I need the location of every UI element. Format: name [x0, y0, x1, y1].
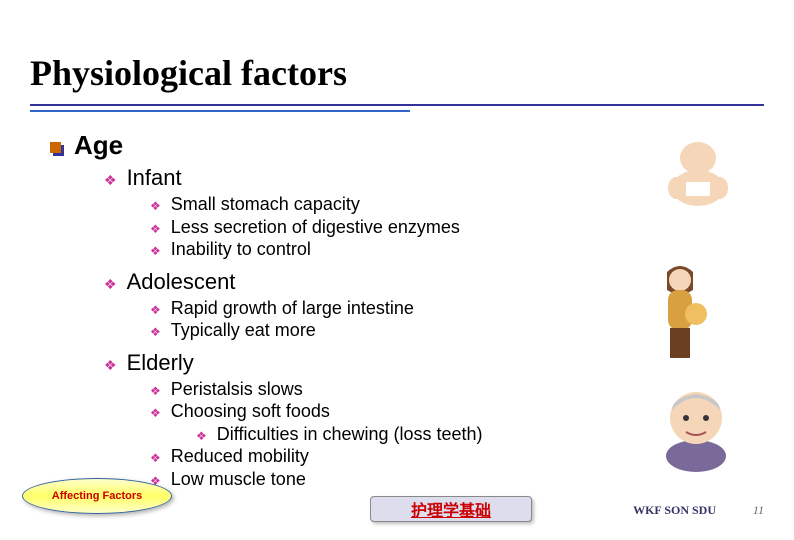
adolescent-icon — [644, 260, 716, 364]
subheading-adolescent-label: Adolescent — [127, 269, 236, 295]
subheading-infant-label: Infant — [127, 165, 182, 191]
diamond-icon: ❖ — [150, 451, 161, 466]
subheading-elderly-label: Elderly — [127, 350, 194, 376]
infant-icon — [652, 132, 744, 210]
diamond-icon: ❖ — [196, 429, 207, 444]
heading-age-label: Age — [74, 130, 123, 161]
divider-accent — [30, 110, 410, 112]
footer-org: WKF SON SDU — [633, 503, 716, 518]
elderly-icon — [656, 380, 736, 472]
footer-button-label: 护理学基础 — [411, 497, 491, 521]
page-number: 11 — [753, 503, 764, 518]
list-item: ❖ Less secretion of digestive enzymes — [150, 216, 750, 239]
diamond-icon: ❖ — [150, 406, 161, 421]
diamond-icon: ❖ — [104, 357, 117, 374]
image-elderly — [656, 380, 736, 472]
image-infant — [652, 132, 744, 210]
diamond-icon: ❖ — [150, 199, 161, 214]
diamond-icon: ❖ — [150, 303, 161, 318]
diamond-icon: ❖ — [150, 244, 161, 259]
diamond-icon: ❖ — [150, 222, 161, 237]
slide-title: Physiological factors — [30, 52, 347, 94]
heading-age: Age — [50, 130, 750, 161]
diamond-icon: ❖ — [104, 276, 117, 293]
list-item: ❖ Inability to control — [150, 238, 750, 261]
footer-pill[interactable]: Affecting Factors — [22, 478, 172, 514]
diamond-icon: ❖ — [150, 384, 161, 399]
square-bullet-icon — [50, 142, 64, 156]
diamond-icon: ❖ — [104, 172, 117, 189]
footer-button[interactable]: 护理学基础 — [370, 496, 532, 522]
divider-top — [30, 104, 764, 106]
footer-pill-label: Affecting Factors — [52, 490, 142, 502]
diamond-icon: ❖ — [150, 325, 161, 340]
image-adolescent — [644, 260, 716, 364]
